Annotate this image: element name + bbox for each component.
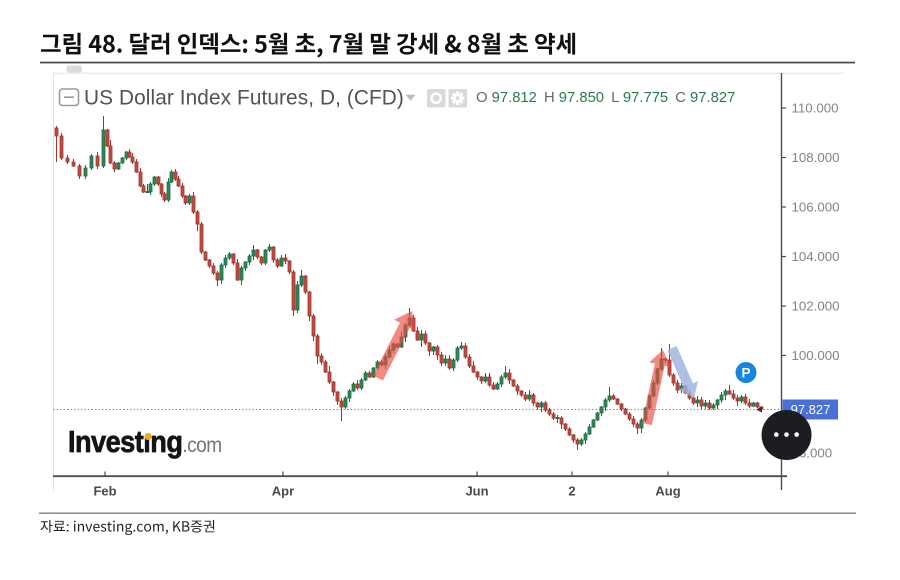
svg-text:106.000: 106.000 [792,199,840,214]
svg-text:102.000: 102.000 [792,298,840,313]
svg-text:97.827: 97.827 [791,402,831,417]
svg-text:Feb: Feb [93,484,116,499]
svg-text:2: 2 [568,484,575,499]
svg-text:US Dollar Index Futures, D, (C: US Dollar Index Futures, D, (CFD) [84,86,404,109]
svg-text:110.000: 110.000 [792,100,839,115]
svg-text:100.000: 100.000 [792,348,840,363]
svg-text:108.000: 108.000 [792,150,840,165]
svg-text:Aug: Aug [655,484,680,499]
svg-text:Apr: Apr [272,484,294,499]
svg-text:104.000: 104.000 [792,249,840,264]
svg-text:P: P [741,366,750,381]
svg-text:Jun: Jun [465,484,488,499]
